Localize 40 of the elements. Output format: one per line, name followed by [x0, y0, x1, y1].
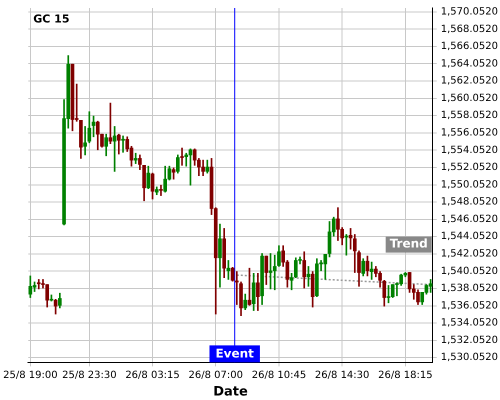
x-tick-label: 26/8 18:15: [378, 370, 433, 381]
y-tick-label: 1,556.0520: [440, 127, 498, 138]
y-tick-label: 1,570.0520: [440, 6, 498, 18]
candlestick: [159, 184, 163, 196]
y-tick-label: 1,548.0520: [440, 196, 498, 208]
y-tick-label: 1,532.0520: [440, 334, 498, 346]
candlestick: [121, 136, 125, 153]
chart-title: GC 15: [33, 12, 70, 26]
candlestick: [268, 253, 272, 290]
x-tick-label: 25/8 23:30: [62, 370, 117, 381]
y-tick-label: 1,538.0520: [440, 283, 498, 294]
y-tick-label: 1,550.0520: [440, 179, 498, 190]
candlestick: [306, 266, 310, 287]
y-tick-label: 1,558.0520: [440, 110, 498, 122]
y-tick-label: 1,542.0520: [440, 248, 498, 260]
x-tick-label: 26/8 10:45: [252, 370, 306, 381]
x-axis-title: Date: [213, 384, 248, 400]
candlestick: [386, 285, 390, 304]
y-tick-label: 1,530.0520: [440, 352, 498, 364]
y-tick-label: 1,540.0520: [440, 266, 498, 277]
y-tick-label: 1,536.0520: [440, 300, 498, 312]
x-tick-label: 25/8 19:00: [3, 370, 58, 381]
y-tick-label: 1,544.0520: [440, 231, 498, 242]
x-tick-label: 26/8 14:30: [314, 370, 370, 381]
y-tick-label: 1,554.0520: [440, 144, 498, 156]
x-tick-label: 26/8 07:00: [188, 370, 243, 381]
y-tick-label: 1,566.0520: [440, 41, 498, 52]
y-tick-label: 1,560.0520: [440, 92, 498, 104]
candlestick: [180, 148, 184, 166]
y-tick-label: 1,562.0520: [440, 76, 498, 87]
candlestick: [188, 148, 192, 186]
y-tick-label: 1,546.0520: [440, 214, 498, 225]
candlestick: [248, 268, 252, 306]
y-tick-label: 1,534.0520: [440, 318, 498, 329]
y-tick-label: 1,568.0520: [440, 24, 498, 35]
y-tick-label: 1,552.0520: [440, 162, 498, 174]
annotation: Event: [215, 346, 254, 361]
annotation: Trend: [390, 236, 428, 251]
y-tick-label: 1,564.0520: [440, 58, 498, 70]
x-tick-label: 26/8 03:15: [125, 370, 180, 381]
